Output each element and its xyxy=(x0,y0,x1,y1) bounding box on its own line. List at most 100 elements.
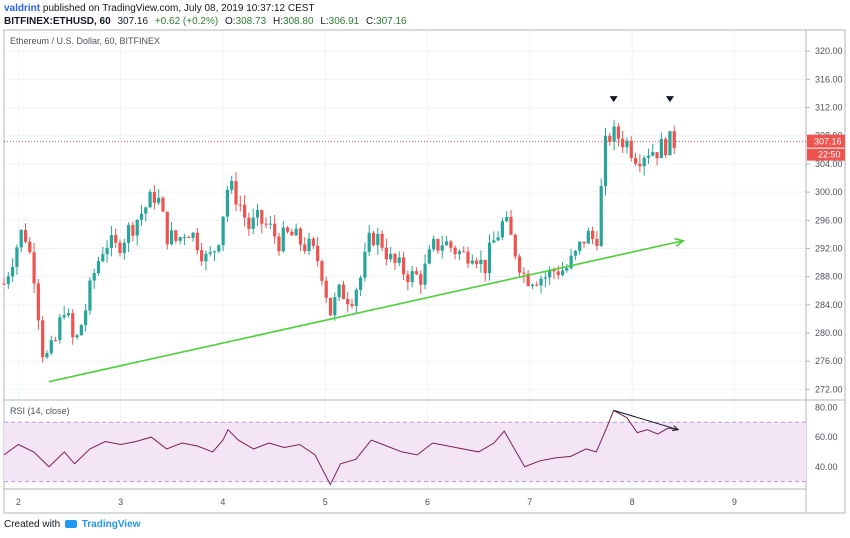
trendline-arrowhead xyxy=(674,237,686,247)
candle-body xyxy=(505,216,509,222)
price-tick-label: 288.00 xyxy=(815,272,843,282)
candle-body xyxy=(36,283,40,321)
candle-body xyxy=(328,297,333,316)
high-value: 308.80 xyxy=(282,16,314,27)
candle-body xyxy=(410,271,414,283)
candle-body xyxy=(359,277,363,290)
candle-body xyxy=(281,227,285,252)
candle-body xyxy=(487,242,492,274)
rsi-line xyxy=(3,409,680,486)
chart-legend[interactable]: Ethereum / U.S. Dollar, 60, BITFINEX xyxy=(10,36,160,46)
candle-body xyxy=(363,251,367,278)
candle-body xyxy=(651,152,655,156)
candle-body xyxy=(157,197,161,203)
low-label: L: xyxy=(320,16,329,27)
candle-body xyxy=(165,211,169,245)
candle-body xyxy=(672,131,676,148)
footer: Created with TradingView xyxy=(4,519,140,530)
time-tag-bg xyxy=(807,148,845,161)
candle-body xyxy=(638,163,642,167)
time-tick-label: 6 xyxy=(425,497,430,507)
candle-body xyxy=(578,241,582,251)
author-name[interactable]: valdrint xyxy=(4,3,41,14)
candle-body xyxy=(225,189,230,217)
down-triangle-marker xyxy=(609,96,618,103)
candle-body xyxy=(182,237,187,239)
close-label: C: xyxy=(366,16,377,27)
candle-body xyxy=(333,297,337,316)
candle-body xyxy=(444,241,449,246)
candle-body xyxy=(354,289,358,306)
candle-body xyxy=(629,140,633,158)
candle-body xyxy=(397,257,401,263)
candle-body xyxy=(2,283,6,285)
price-tags: 307.16 22:50 xyxy=(807,134,845,161)
candle-body xyxy=(612,126,616,142)
candle-body xyxy=(350,304,354,306)
candle-body xyxy=(298,228,303,245)
candle-body xyxy=(152,191,156,203)
candle-body xyxy=(148,191,152,208)
candle-body xyxy=(522,272,526,274)
candle-body xyxy=(101,254,105,262)
candle-body xyxy=(114,235,118,243)
candle-body xyxy=(552,269,556,272)
candle-body xyxy=(376,233,380,246)
candle-body xyxy=(483,259,487,274)
trendline-segment xyxy=(48,239,684,383)
rsi-series-line xyxy=(3,409,679,486)
candle-body xyxy=(311,238,315,246)
grid-lines xyxy=(4,30,806,489)
candle-body xyxy=(290,231,294,236)
candle-body xyxy=(131,225,135,236)
candle-body xyxy=(19,229,23,248)
candle-body xyxy=(406,274,410,283)
candle-body xyxy=(659,138,663,159)
candle-body xyxy=(432,239,436,250)
high-label: H: xyxy=(272,16,283,27)
price-tick-label: 292.00 xyxy=(815,243,843,253)
candle-body xyxy=(71,313,75,338)
price-tick-label: 304.00 xyxy=(815,159,843,169)
candle-body xyxy=(75,335,79,338)
rsi-divergence-arrowhead xyxy=(672,425,680,432)
candle-body xyxy=(548,269,552,278)
tradingview-brand[interactable]: TradingView xyxy=(81,519,141,530)
candle-body xyxy=(230,180,234,190)
open-value: 308.73 xyxy=(235,16,267,27)
candle-body xyxy=(423,263,427,285)
price-tick-label: 316.00 xyxy=(815,74,843,84)
rsi-band-fill xyxy=(4,422,806,482)
candle-body xyxy=(260,210,264,224)
chart-frame xyxy=(3,29,846,514)
candle-body xyxy=(655,152,659,159)
created-with-label: Created with xyxy=(4,519,61,530)
candle-body xyxy=(371,232,376,246)
rsi-tick-label: 40.00 xyxy=(815,462,838,472)
candle-body xyxy=(642,157,646,167)
candle-body xyxy=(380,233,384,248)
candle-body xyxy=(96,261,101,274)
candle-body xyxy=(191,232,195,238)
candle-body xyxy=(500,221,504,238)
candle-body xyxy=(440,245,444,251)
candle-body xyxy=(470,260,474,264)
candle-body xyxy=(367,232,371,252)
candle-body xyxy=(517,256,522,273)
price-tick-label: 296.00 xyxy=(815,215,843,225)
candle-body xyxy=(573,250,578,256)
candle-body xyxy=(384,247,388,260)
rsi-tick-label: 60.00 xyxy=(815,432,838,442)
candle-body xyxy=(45,353,49,358)
candle-body xyxy=(475,260,479,265)
candle-body xyxy=(316,245,320,262)
candle-body xyxy=(58,317,62,341)
rsi-legend[interactable]: RSI (14, close) xyxy=(10,406,70,416)
candle-body xyxy=(565,268,569,271)
candle-body xyxy=(208,252,212,254)
candle-body xyxy=(212,251,217,253)
trendline[interactable] xyxy=(48,237,686,383)
candle-body xyxy=(449,241,453,248)
candle-body xyxy=(466,251,470,264)
